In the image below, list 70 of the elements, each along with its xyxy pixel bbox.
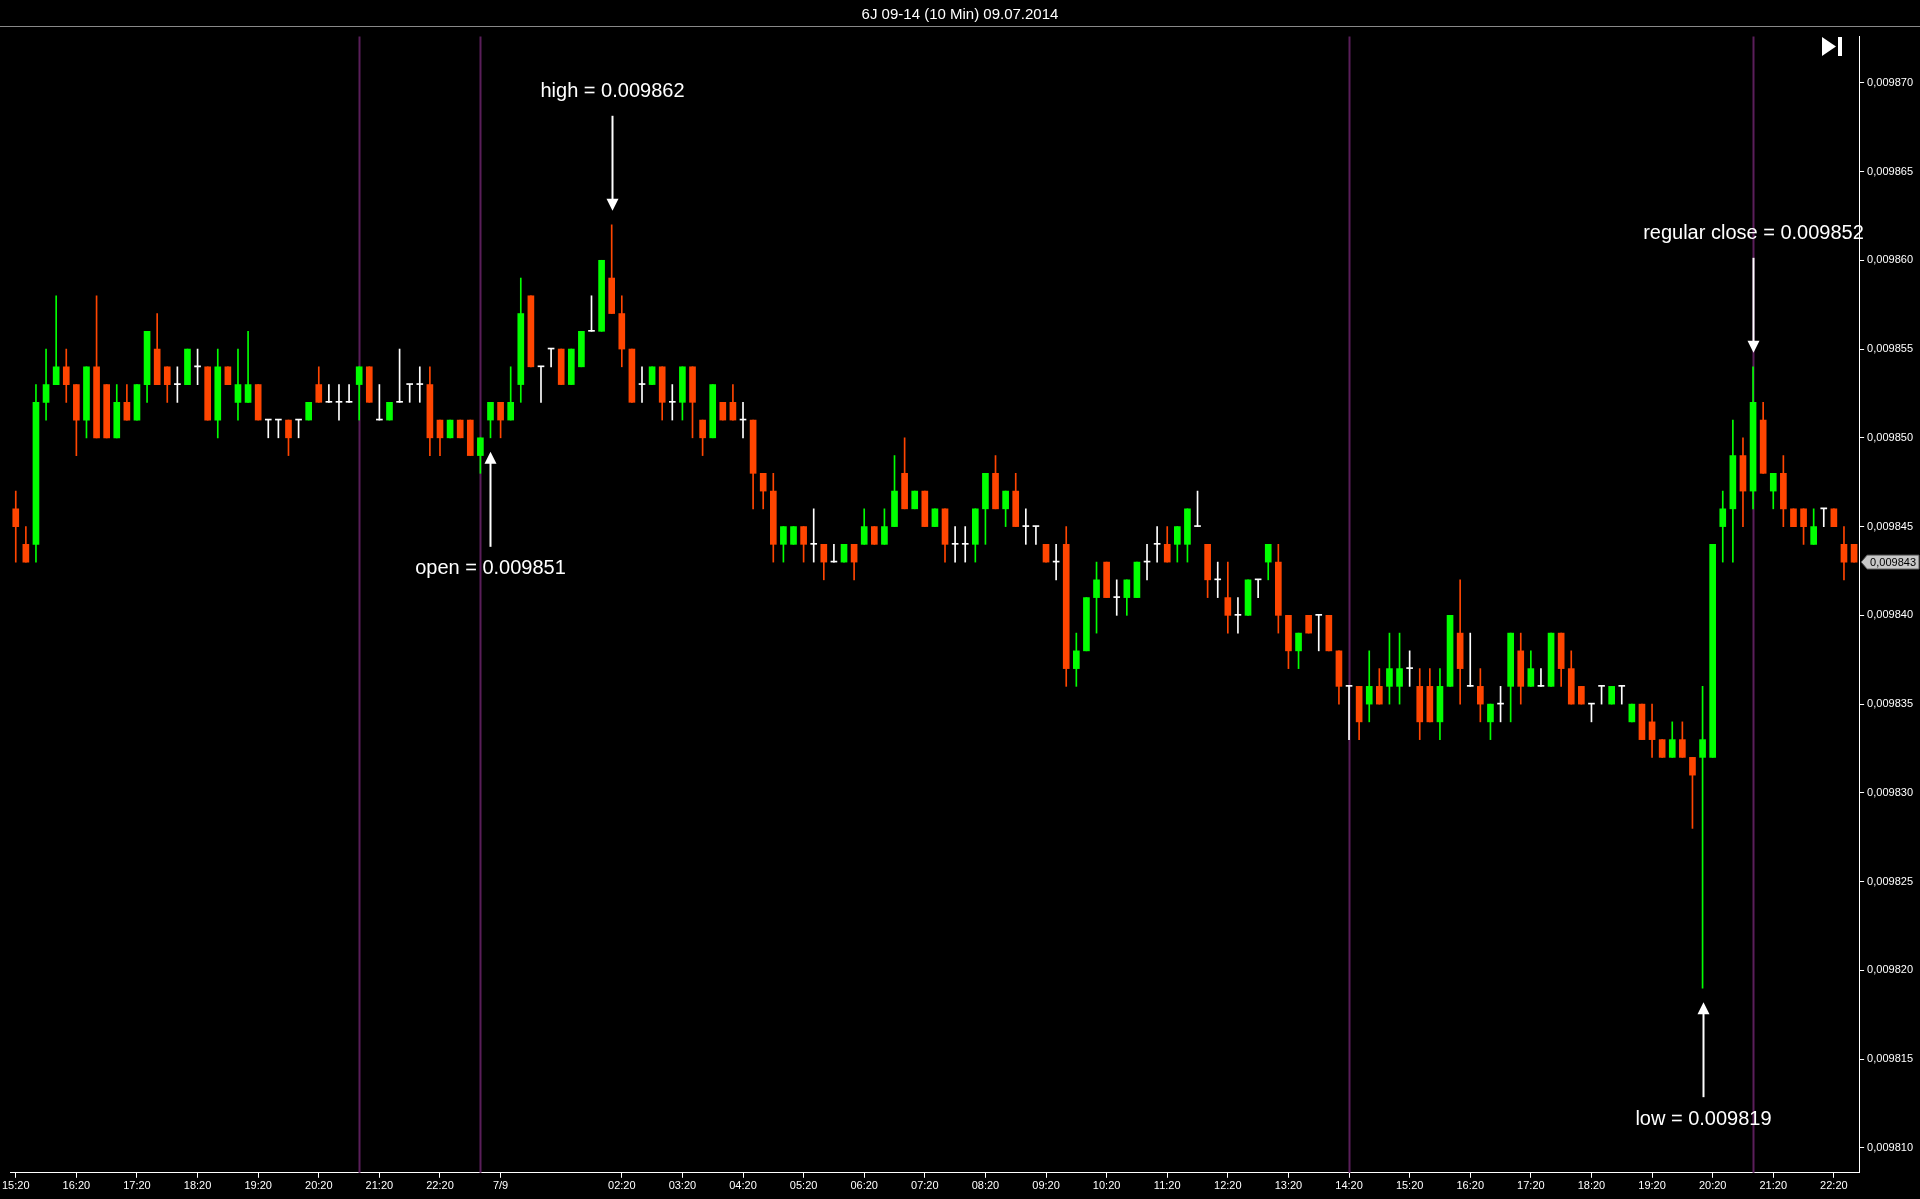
candlestick (1153, 526, 1161, 563)
annotation: low = 0.009819 (1635, 1106, 1772, 1129)
candlestick (668, 384, 676, 421)
candlestick (1537, 668, 1545, 687)
x-tick-label: 15:20 (2, 1179, 30, 1192)
x-tick-label: 16:20 (62, 1179, 91, 1192)
y-tick-label: 0,009870 (1867, 75, 1914, 88)
x-tick-label: 05:20 (789, 1179, 818, 1192)
x-tick-label: 22:20 (426, 1179, 454, 1192)
candlestick (961, 526, 969, 563)
y-tick-label: 0,009865 (1867, 164, 1914, 177)
candlestick (1618, 685, 1626, 705)
x-tick-label: 12:20 (1214, 1179, 1242, 1192)
x-tick-label: 11:20 (1153, 1179, 1181, 1192)
x-tick-label: 21:20 (365, 1179, 394, 1192)
annotation: high = 0.009862 (540, 79, 685, 102)
x-tick-label: 16:20 (1456, 1179, 1485, 1192)
x-tick-label: 08:20 (971, 1179, 1000, 1192)
x-tick-label: 13:20 (1274, 1179, 1303, 1192)
x-tick-label: 10:20 (1092, 1179, 1121, 1192)
candlestick (1315, 614, 1323, 652)
candlestick (1032, 525, 1040, 545)
x-tick-label: 19:20 (244, 1179, 272, 1192)
chart-title: 6J 09-14 (10 Min) 09.07.2014 (0, 0, 1920, 27)
candlestick (1466, 632, 1474, 687)
candlestick (951, 526, 959, 563)
x-tick-label: 02:20 (608, 1179, 636, 1192)
x-tick-label: 07:20 (911, 1179, 939, 1192)
x-tick-label: 04:20 (729, 1179, 757, 1192)
candlestick (1022, 508, 1030, 545)
candlestick (416, 366, 424, 403)
y-tick-label: 0,009850 (1867, 430, 1914, 443)
x-tick-label: 06:20 (850, 1179, 878, 1192)
x-tick-label: 21:20 (1759, 1179, 1788, 1192)
x-tick-label: 20:20 (305, 1179, 333, 1192)
annotation: open = 0.009851 (415, 556, 566, 579)
x-tick-label: 18:20 (1577, 1179, 1606, 1192)
x-tick-label: 22:20 (1820, 1179, 1848, 1192)
candlestick (1345, 685, 1353, 740)
x-tick-label: 20:20 (1698, 1179, 1727, 1192)
x-tick-label: 18:20 (183, 1179, 212, 1192)
candlestick (406, 383, 414, 403)
y-tick-label: 0,009815 (1867, 1052, 1914, 1065)
x-tick-label: 7/9 (492, 1179, 509, 1192)
text: 0,009843 (1870, 555, 1917, 568)
x-tick-label: 19:20 (1638, 1179, 1666, 1192)
y-tick-label: 0,009830 (1867, 785, 1914, 798)
candlestick (638, 366, 646, 403)
candlestick (325, 384, 333, 403)
candlestick (810, 508, 818, 563)
y-tick-label: 0,009825 (1867, 874, 1914, 887)
y-tick-label: 0,009855 (1867, 342, 1914, 355)
candlestick (335, 384, 343, 421)
x-tick-label: 15:20 (1395, 1179, 1424, 1192)
y-tick-label: 0,009845 (1867, 519, 1914, 532)
x-tick-label: 17:20 (1517, 1179, 1545, 1192)
x-tick-label: 09:20 (1032, 1179, 1060, 1192)
candlestick (537, 365, 545, 403)
y-tick-label: 0,009810 (1867, 1140, 1914, 1153)
y-tick-label: 0,009840 (1867, 608, 1914, 621)
y-tick-label: 0,009835 (1867, 697, 1914, 710)
candlestick (1113, 579, 1121, 616)
y-tick-label: 0,009860 (1867, 253, 1914, 266)
candlestick (52, 295, 60, 385)
x-tick-label: 03:20 (668, 1179, 697, 1192)
x-tick-label: 17:20 (123, 1179, 151, 1192)
x-tick-label: 14:20 (1335, 1179, 1363, 1192)
y-tick-label: 0,009820 (1867, 963, 1914, 976)
candlestick (1234, 597, 1242, 634)
candlestick (345, 384, 353, 403)
